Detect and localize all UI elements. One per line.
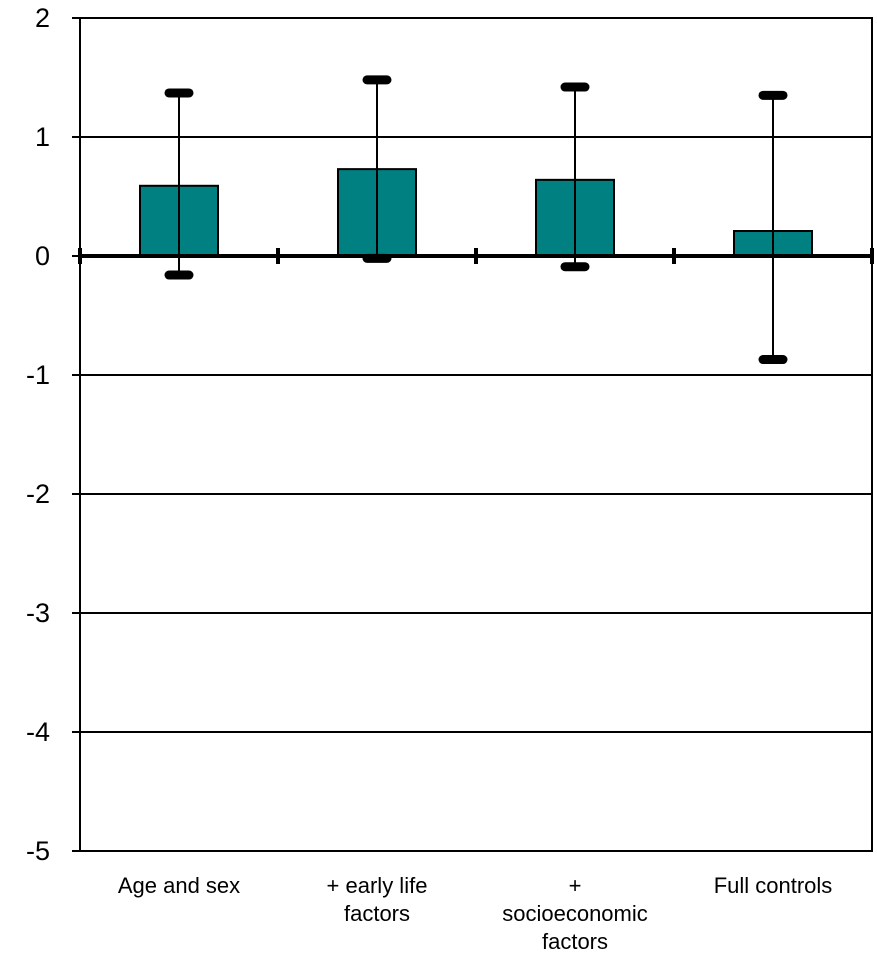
y-tick-label: -5 (26, 836, 50, 866)
bars (139, 168, 813, 258)
x-category-label-line: + early life (327, 873, 428, 898)
x-category-label-line: factors (344, 901, 410, 926)
y-tick-label: 2 (35, 3, 50, 33)
x-category-label: Age and sex (118, 873, 240, 898)
y-tick-label: -4 (26, 717, 50, 747)
y-tick-label: 1 (35, 122, 50, 152)
y-tick-label: -1 (26, 360, 50, 390)
y-tick-label: -3 (26, 598, 50, 628)
y-tick-label: -2 (26, 479, 50, 509)
x-category-label-line: factors (542, 929, 608, 954)
axes (72, 17, 874, 852)
x-category-label-line: Age and sex (118, 873, 240, 898)
x-category-labels: Age and sex + early life factors + socioecon… (118, 873, 832, 954)
y-tick-label: 0 (35, 241, 50, 271)
x-category-label-line: + (569, 873, 582, 898)
y-tick-labels: 2 1 0 -1 -2 -3 -4 -5 (26, 3, 50, 866)
x-category-label-line: socioeconomic (502, 901, 648, 926)
x-category-label: Full controls (714, 873, 833, 898)
x-category-label: + socioeconomic factors (502, 873, 648, 954)
x-category-label-line: Full controls (714, 873, 833, 898)
error-bars (164, 75, 788, 365)
x-category-label: + early life factors (327, 873, 428, 926)
gridlines (79, 17, 873, 852)
plot-frame (79, 17, 873, 852)
